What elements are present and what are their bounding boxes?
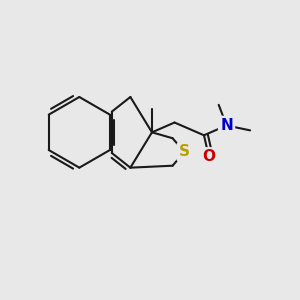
Text: N: N	[220, 118, 233, 133]
Text: S: S	[179, 145, 190, 160]
Text: O: O	[202, 149, 215, 164]
